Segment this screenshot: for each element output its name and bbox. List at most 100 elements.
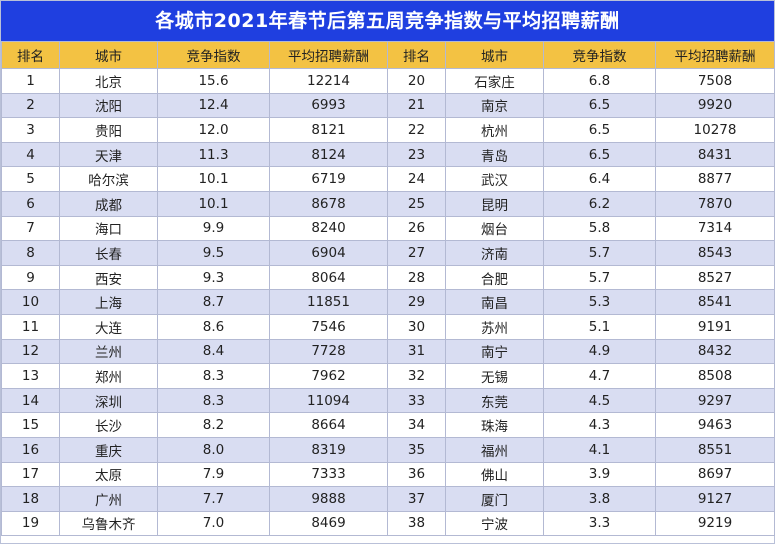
cell-city-right: 东莞 — [445, 387, 544, 414]
cell-city-left: 深圳 — [59, 387, 158, 414]
cell-competition-index-right: 5.7 — [543, 240, 656, 266]
cell-competition-index-left: 10.1 — [157, 190, 270, 217]
cell-competition-index-right: 4.7 — [543, 363, 656, 389]
table-row: 8 长春 9.5 6904 27 济南 5.7 8543 — [1, 240, 775, 266]
cell-avg-salary-left: 6904 — [269, 240, 388, 266]
cell-competition-index-right: 3.3 — [543, 510, 656, 537]
cell-competition-index-right: 4.1 — [543, 436, 656, 463]
cell-city-left: 上海 — [59, 289, 158, 315]
cell-rank-left: 14 — [1, 387, 60, 414]
cell-city-left: 天津 — [59, 141, 158, 168]
cell-city-left: 贵阳 — [59, 117, 158, 143]
cell-avg-salary-left: 8064 — [269, 264, 388, 291]
cell-rank-right: 35 — [387, 436, 446, 463]
cell-competition-index-right: 5.8 — [543, 215, 656, 242]
cell-competition-index-left: 7.9 — [157, 461, 270, 488]
cell-avg-salary-right: 9127 — [655, 486, 775, 512]
cell-avg-salary-left: 11851 — [269, 289, 388, 315]
table-row: 1 北京 15.6 12214 20 石家庄 6.8 7508 — [1, 68, 775, 94]
cell-city-left: 郑州 — [59, 363, 158, 389]
cell-rank-left: 1 — [1, 68, 60, 94]
cell-competition-index-left: 11.3 — [157, 141, 270, 168]
cell-city-left: 沈阳 — [59, 92, 158, 119]
cell-competition-index-right: 4.5 — [543, 387, 656, 414]
cell-rank-right: 25 — [387, 190, 446, 217]
cell-competition-index-right: 6.5 — [543, 141, 656, 168]
city-ranking-table: 排名 城市 竞争指数 平均招聘薪酬 排名 城市 竞争指数 平均招聘薪酬 1 北京 1… — [1, 41, 775, 537]
cell-competition-index-left: 8.7 — [157, 289, 270, 315]
cell-rank-left: 12 — [1, 338, 60, 365]
cell-city-right: 昆明 — [445, 190, 544, 217]
cell-competition-index-left: 8.6 — [157, 313, 270, 340]
header-competition-index-left: 竞争指数 — [157, 41, 270, 69]
cell-rank-right: 22 — [387, 117, 446, 143]
cell-avg-salary-left: 6993 — [269, 92, 388, 119]
cell-rank-left: 5 — [1, 166, 60, 192]
cell-avg-salary-right: 8541 — [655, 289, 775, 315]
cell-city-right: 无锡 — [445, 363, 544, 389]
cell-competition-index-left: 8.0 — [157, 436, 270, 463]
cell-competition-index-left: 8.3 — [157, 363, 270, 389]
cell-avg-salary-right: 8877 — [655, 166, 775, 192]
cell-rank-left: 15 — [1, 412, 60, 438]
cell-rank-right: 28 — [387, 264, 446, 291]
cell-city-right: 合肥 — [445, 264, 544, 291]
cell-avg-salary-left: 8240 — [269, 215, 388, 242]
cell-competition-index-right: 4.9 — [543, 338, 656, 365]
table-row: 7 海口 9.9 8240 26 烟台 5.8 7314 — [1, 215, 775, 242]
cell-city-right: 南昌 — [445, 289, 544, 315]
table-header-row: 排名 城市 竞争指数 平均招聘薪酬 排名 城市 竞争指数 平均招聘薪酬 — [1, 41, 775, 69]
cell-city-left: 哈尔滨 — [59, 166, 158, 192]
cell-rank-right: 27 — [387, 240, 446, 266]
cell-rank-left: 19 — [1, 510, 60, 537]
cell-rank-left: 18 — [1, 486, 60, 512]
cell-avg-salary-left: 8124 — [269, 141, 388, 168]
cell-city-left: 广州 — [59, 486, 158, 512]
cell-competition-index-left: 9.3 — [157, 264, 270, 291]
table-row: 14 深圳 8.3 11094 33 东莞 4.5 9297 — [1, 387, 775, 414]
cell-competition-index-right: 3.9 — [543, 461, 656, 488]
cell-avg-salary-right: 9191 — [655, 313, 775, 340]
cell-city-left: 长春 — [59, 240, 158, 266]
table-row: 18 广州 7.7 9888 37 厦门 3.8 9127 — [1, 486, 775, 512]
cell-city-right: 石家庄 — [445, 68, 544, 94]
table-row: 17 太原 7.9 7333 36 佛山 3.9 8697 — [1, 461, 775, 488]
cell-rank-left: 11 — [1, 313, 60, 340]
cell-city-right: 佛山 — [445, 461, 544, 488]
cell-competition-index-left: 9.5 — [157, 240, 270, 266]
cell-avg-salary-right: 9920 — [655, 92, 775, 119]
cell-rank-left: 4 — [1, 141, 60, 168]
cell-avg-salary-right: 8551 — [655, 436, 775, 463]
cell-avg-salary-left: 7962 — [269, 363, 388, 389]
cell-rank-right: 26 — [387, 215, 446, 242]
cell-rank-right: 29 — [387, 289, 446, 315]
cell-rank-left: 6 — [1, 190, 60, 217]
cell-rank-left: 9 — [1, 264, 60, 291]
cell-avg-salary-right: 10278 — [655, 117, 775, 143]
cell-competition-index-left: 8.4 — [157, 338, 270, 365]
cell-city-right: 厦门 — [445, 486, 544, 512]
table-row: 15 长沙 8.2 8664 34 珠海 4.3 9463 — [1, 412, 775, 438]
cell-avg-salary-left: 8664 — [269, 412, 388, 438]
cell-competition-index-left: 7.7 — [157, 486, 270, 512]
cell-competition-index-right: 6.4 — [543, 166, 656, 192]
cell-avg-salary-left: 12214 — [269, 68, 388, 94]
cell-avg-salary-left: 8121 — [269, 117, 388, 143]
cell-city-left: 成都 — [59, 190, 158, 217]
cell-city-right: 珠海 — [445, 412, 544, 438]
cell-avg-salary-left: 8469 — [269, 510, 388, 537]
cell-city-right: 南宁 — [445, 338, 544, 365]
cell-avg-salary-right: 8527 — [655, 264, 775, 291]
cell-avg-salary-left: 9888 — [269, 486, 388, 512]
cell-city-left: 长沙 — [59, 412, 158, 438]
cell-competition-index-left: 7.0 — [157, 510, 270, 537]
cell-rank-left: 2 — [1, 92, 60, 119]
cell-city-left: 北京 — [59, 68, 158, 94]
cell-rank-left: 8 — [1, 240, 60, 266]
cell-avg-salary-right: 7870 — [655, 190, 775, 217]
cell-rank-right: 37 — [387, 486, 446, 512]
table-row: 19 乌鲁木齐 7.0 8469 38 宁波 3.3 9219 — [1, 510, 775, 537]
cell-avg-salary-right: 9219 — [655, 510, 775, 537]
cell-avg-salary-left: 7728 — [269, 338, 388, 365]
cell-city-right: 烟台 — [445, 215, 544, 242]
